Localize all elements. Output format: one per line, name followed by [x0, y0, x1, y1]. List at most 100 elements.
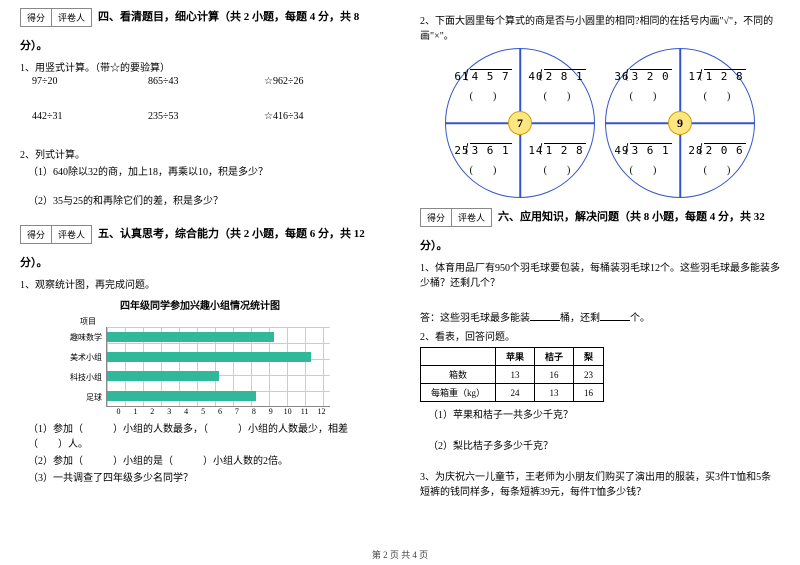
bar-row — [107, 349, 330, 365]
q5-1: 1、观察统计图，再完成问题。 — [20, 276, 380, 291]
paren-blank: ( ) — [470, 161, 497, 176]
calc-row-1: 97÷20 865÷43 ☆962÷26 — [32, 76, 380, 87]
quad-bl: 493 6 1 ( ) — [606, 123, 680, 197]
dividend: 1 2 8 — [544, 143, 586, 157]
score-label: 得分 — [21, 226, 52, 243]
bar-chart: 四年级同学参加兴趣小组情况统计图 项目 趣味数学 美术小组 科技小组 足球 01… — [70, 297, 330, 416]
td: 16 — [535, 366, 574, 384]
chart-grid — [106, 327, 330, 407]
score-label: 得分 — [421, 209, 452, 226]
q5-1-3: （3）一共调查了四年级多少名同学？ — [28, 469, 380, 484]
long-division: 614 5 7 — [454, 70, 511, 83]
big-circle-1: 7 614 5 7 ( ) 402 8 1 ( ) 253 6 1 ( ) 14… — [445, 48, 595, 198]
td: 每箱重（kg） — [421, 384, 496, 402]
th: 苹果 — [496, 348, 535, 366]
paren-blank: ( ) — [544, 87, 571, 102]
quad-br: 141 2 8 ( ) — [520, 123, 594, 197]
bar-row — [107, 388, 330, 404]
score-box: 得分 评卷人 — [420, 208, 492, 227]
paren-blank: ( ) — [704, 87, 731, 102]
xtick: 2 — [144, 407, 161, 416]
xtick: 5 — [195, 407, 212, 416]
q6-3: 3、为庆祝六一儿童节，王老师为小朋友们购买了演出用的服装，买3件T恤和5条短裤的… — [420, 468, 780, 498]
score-box: 得分 评卷人 — [20, 8, 92, 27]
quad-br: 282 0 6 ( ) — [680, 123, 754, 197]
paren-blank: ( ) — [544, 161, 571, 176]
quad-tr: 171 2 8 ( ) — [680, 49, 754, 123]
table-row: 苹果 桔子 梨 — [421, 348, 604, 366]
calc-row-2: 442÷31 235÷53 ☆416÷34 — [32, 111, 380, 122]
xtick: 0 — [110, 407, 127, 416]
quad-tl: 614 5 7 ( ) — [446, 49, 520, 123]
chart-ylabels: 趣味数学 美术小组 科技小组 足球 — [70, 327, 106, 407]
q-circles: 2、下面大圆里每个算式的商是否与小圆里的相同?相同的在括号内画"√"，不同的画"… — [420, 12, 780, 42]
xtick: 6 — [212, 407, 229, 416]
section-4-title: 四、看清题目，细心计算（共 2 小题，每题 4 分，共 8 — [98, 8, 359, 24]
ans-mid: 桶，还剩 — [560, 313, 600, 324]
calc-item: ☆962÷26 — [264, 76, 380, 87]
bar-row — [107, 368, 330, 384]
calc-item: 442÷31 — [32, 111, 148, 122]
xtick: 1 — [127, 407, 144, 416]
quad-bl: 253 6 1 ( ) — [446, 123, 520, 197]
ylabel: 美术小组 — [70, 352, 102, 363]
q6-2a: （1）苹果和桔子一共多少千克？ — [428, 406, 780, 421]
paren-blank: ( ) — [470, 87, 497, 102]
long-division: 493 6 1 — [614, 144, 671, 157]
grader-label: 评卷人 — [452, 209, 491, 226]
blank — [600, 311, 630, 321]
quad-tl: 363 2 0 ( ) — [606, 49, 680, 123]
td: 24 — [496, 384, 535, 402]
section-6-title: 六、应用知识，解决问题（共 8 小题，每题 4 分，共 32 — [498, 208, 765, 224]
q6-2: 2、看表，回答问题。 — [420, 328, 780, 343]
dividend: 2 0 6 — [704, 143, 746, 157]
long-division: 282 0 6 — [688, 144, 745, 157]
q6-1-answer: 答：这些羽毛球最多能装桶，还剩个。 — [420, 309, 780, 324]
section-4-title-cont: 分）。 — [20, 37, 380, 53]
bar — [107, 332, 274, 342]
section-5-title-cont: 分）。 — [20, 254, 380, 270]
long-division: 363 2 0 — [614, 70, 671, 83]
chart-ylabel-top: 项目 — [80, 316, 330, 327]
q4-2a: （1）640除以32的商，加上18，再乘以10，积是多少？ — [28, 163, 380, 178]
xtick: 9 — [262, 407, 279, 416]
circle-center-1: 7 — [508, 111, 532, 135]
big-circle-2: 9 363 2 0 ( ) 171 2 8 ( ) 493 6 1 ( ) 28… — [605, 48, 755, 198]
q4-2: 2、列式计算。 — [20, 146, 380, 161]
long-division: 402 8 1 — [528, 70, 585, 83]
dividend: 3 6 1 — [630, 143, 672, 157]
ylabel: 趣味数学 — [70, 332, 102, 343]
xtick: 3 — [161, 407, 178, 416]
xtick: 4 — [178, 407, 195, 416]
chart-title: 四年级同学参加兴趣小组情况统计图 — [70, 297, 330, 312]
bar-row — [107, 329, 330, 345]
td: 13 — [535, 384, 574, 402]
q4-1: 1、用竖式计算。（带☆的要验算） — [20, 59, 380, 74]
ylabel: 科技小组 — [70, 372, 102, 383]
blank — [530, 311, 560, 321]
xtick: 7 — [228, 407, 245, 416]
dividend: 1 2 8 — [704, 69, 746, 83]
calc-item: 97÷20 — [32, 76, 148, 87]
score-label: 得分 — [21, 9, 52, 26]
ans-prefix: 答：这些羽毛球最多能装 — [420, 313, 530, 324]
circles-container: 7 614 5 7 ( ) 402 8 1 ( ) 253 6 1 ( ) 14… — [420, 48, 780, 198]
table-row: 每箱重（kg） 24 13 16 — [421, 384, 604, 402]
bar — [107, 391, 256, 401]
xtick: 10 — [279, 407, 296, 416]
grader-label: 评卷人 — [52, 226, 91, 243]
th: 桔子 — [535, 348, 574, 366]
bar — [107, 352, 311, 362]
section-5-title: 五、认真思考，综合能力（共 2 小题，每题 6 分，共 12 — [98, 225, 365, 241]
page-footer: 第 2 页 共 4 页 — [0, 548, 800, 561]
table-row: 箱数 13 16 23 — [421, 366, 604, 384]
th: 梨 — [574, 348, 604, 366]
td: 13 — [496, 366, 535, 384]
th — [421, 348, 496, 366]
dividend: 4 5 7 — [470, 69, 512, 83]
long-division: 253 6 1 — [454, 144, 511, 157]
td: 23 — [574, 366, 604, 384]
circle-center-2: 9 — [668, 111, 692, 135]
calc-item: ☆416÷34 — [264, 111, 380, 122]
paren-blank: ( ) — [630, 161, 657, 176]
